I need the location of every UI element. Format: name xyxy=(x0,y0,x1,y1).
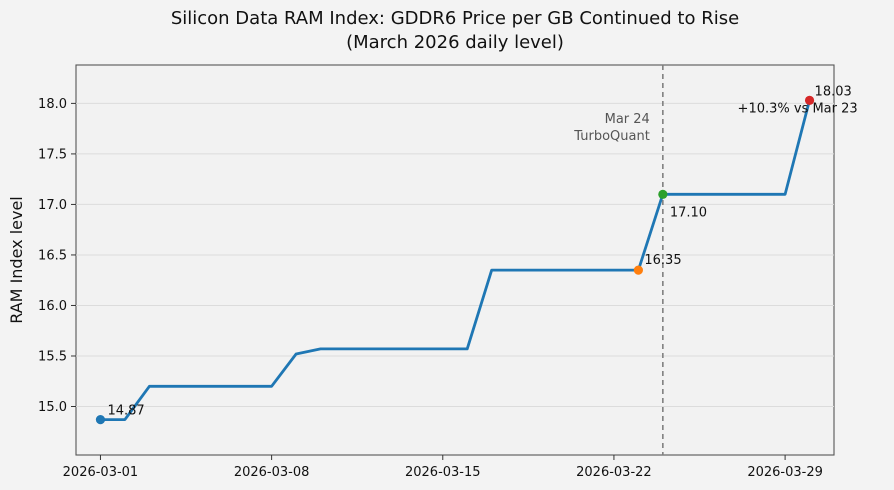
chart-title: Silicon Data RAM Index: GDDR6 Price per … xyxy=(171,8,739,29)
x-tick-label: 2026-03-08 xyxy=(234,465,310,480)
y-tick-label: 15.0 xyxy=(38,400,67,415)
data-point-label: 16.35 xyxy=(644,253,681,268)
y-tick-label: 18.0 xyxy=(38,97,67,112)
plot-area xyxy=(75,64,835,456)
y-axis-label: RAM Index level xyxy=(7,196,26,323)
marker-layer: 14.87 16.35 17.10 18.03 +10.3% vs Mar 23 xyxy=(95,84,858,425)
x-tick-label: 2026-03-29 xyxy=(747,465,823,480)
y-tick-label: 15.5 xyxy=(38,349,67,364)
y-tick-label: 17.5 xyxy=(38,147,67,162)
event-layer: Mar 24 TurboQuant xyxy=(573,65,664,455)
x-tick-label: 2026-03-01 xyxy=(63,465,139,480)
data-point-marker xyxy=(658,189,668,199)
data-point-label: 18.03 xyxy=(815,84,852,99)
data-point-marker xyxy=(95,415,106,425)
data-point-label: 17.10 xyxy=(670,205,707,220)
event-label-name: TurboQuant xyxy=(573,129,650,144)
x-tick-label: 2026-03-22 xyxy=(576,465,652,480)
tick-layer: 15.0 15.5 16.0 16.5 17.0 17.5 18.0 2026-03-01 20… xyxy=(38,97,823,480)
line-layer xyxy=(99,99,811,422)
grid-layer xyxy=(76,102,834,408)
chart-subtitle: (March 2026 daily level) xyxy=(346,32,564,53)
data-point-change-label: +10.3% vs Mar 23 xyxy=(738,101,858,116)
data-point-marker xyxy=(633,265,643,275)
series-line xyxy=(99,99,811,422)
y-tick-label: 16.0 xyxy=(38,299,67,314)
y-tick-label: 16.5 xyxy=(38,248,67,263)
data-point-marker xyxy=(804,95,815,105)
x-tick-label: 2026-03-15 xyxy=(405,465,481,480)
y-tick-label: 17.0 xyxy=(38,198,67,213)
event-label-date: Mar 24 xyxy=(605,112,650,127)
data-point-label: 14.87 xyxy=(107,404,144,419)
